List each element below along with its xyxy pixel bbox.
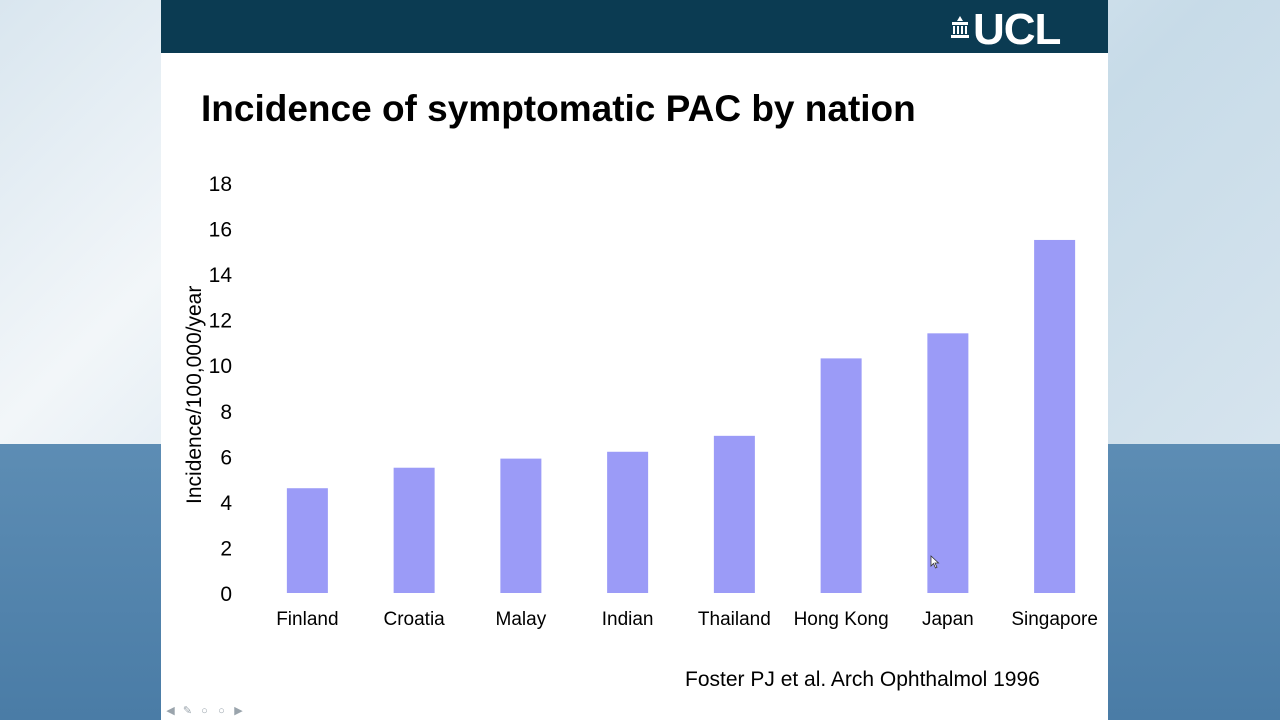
bar-finland: [286, 488, 328, 593]
y-tick-label: 10: [209, 355, 232, 378]
y-axis-label: Incidence/100,000/year: [183, 286, 206, 504]
citation: Foster PJ et al. Arch Ophthalmol 1996: [685, 668, 1040, 691]
y-tick-label: 4: [220, 492, 232, 515]
x-category-label: Singapore: [1011, 609, 1098, 630]
bar-chart: 0 2 4 6 8 10 12 14 16 18 Incidence/100,000/year Fin…: [183, 173, 1098, 630]
x-category-label: Hong Kong: [794, 609, 889, 630]
mouse-pointer-icon: [930, 555, 940, 569]
y-tick-label: 14: [209, 264, 233, 287]
portico-icon: [951, 16, 969, 38]
x-category-label: Thailand: [698, 609, 771, 630]
y-tick-label: 12: [209, 310, 232, 333]
y-tick-label: 6: [220, 446, 232, 469]
y-tick-label: 8: [220, 401, 232, 424]
bar-japan: [927, 333, 969, 593]
slide-nav-controls: ◀ ✎ ○ ○ ▶: [163, 704, 246, 718]
y-tick-label: 16: [209, 219, 232, 242]
x-category-label: Croatia: [384, 609, 446, 630]
bar-indian: [607, 451, 649, 593]
x-category-label: Japan: [922, 609, 974, 630]
y-tick-label: 18: [209, 173, 232, 196]
arrow-right-icon[interactable]: ▶: [234, 705, 243, 717]
bar-croatia: [393, 467, 435, 593]
ucl-logo: UCL: [951, 5, 1061, 54]
menu-icon[interactable]: ○: [218, 705, 225, 717]
slide-header-bar: UCL: [161, 0, 1108, 53]
slide: UCL Incidence of symptomatic PAC by nati…: [161, 0, 1108, 720]
bar-singapore: [1034, 239, 1076, 593]
pen-icon[interactable]: ✎: [182, 705, 193, 717]
slide-icon[interactable]: ○: [201, 705, 208, 717]
y-tick-label: 0: [220, 583, 232, 606]
logo-text: UCL: [973, 5, 1061, 54]
bar-malay: [500, 458, 542, 593]
y-tick-label: 2: [220, 537, 232, 560]
bar-hong-kong: [820, 358, 862, 593]
x-category-label: Finland: [276, 609, 338, 630]
arrow-left-icon[interactable]: ◀: [166, 705, 175, 717]
x-category-label: Indian: [602, 609, 654, 630]
bar-thailand: [713, 435, 755, 593]
slide-title: Incidence of symptomatic PAC by nation: [201, 88, 916, 129]
x-category-label: Malay: [496, 609, 547, 630]
